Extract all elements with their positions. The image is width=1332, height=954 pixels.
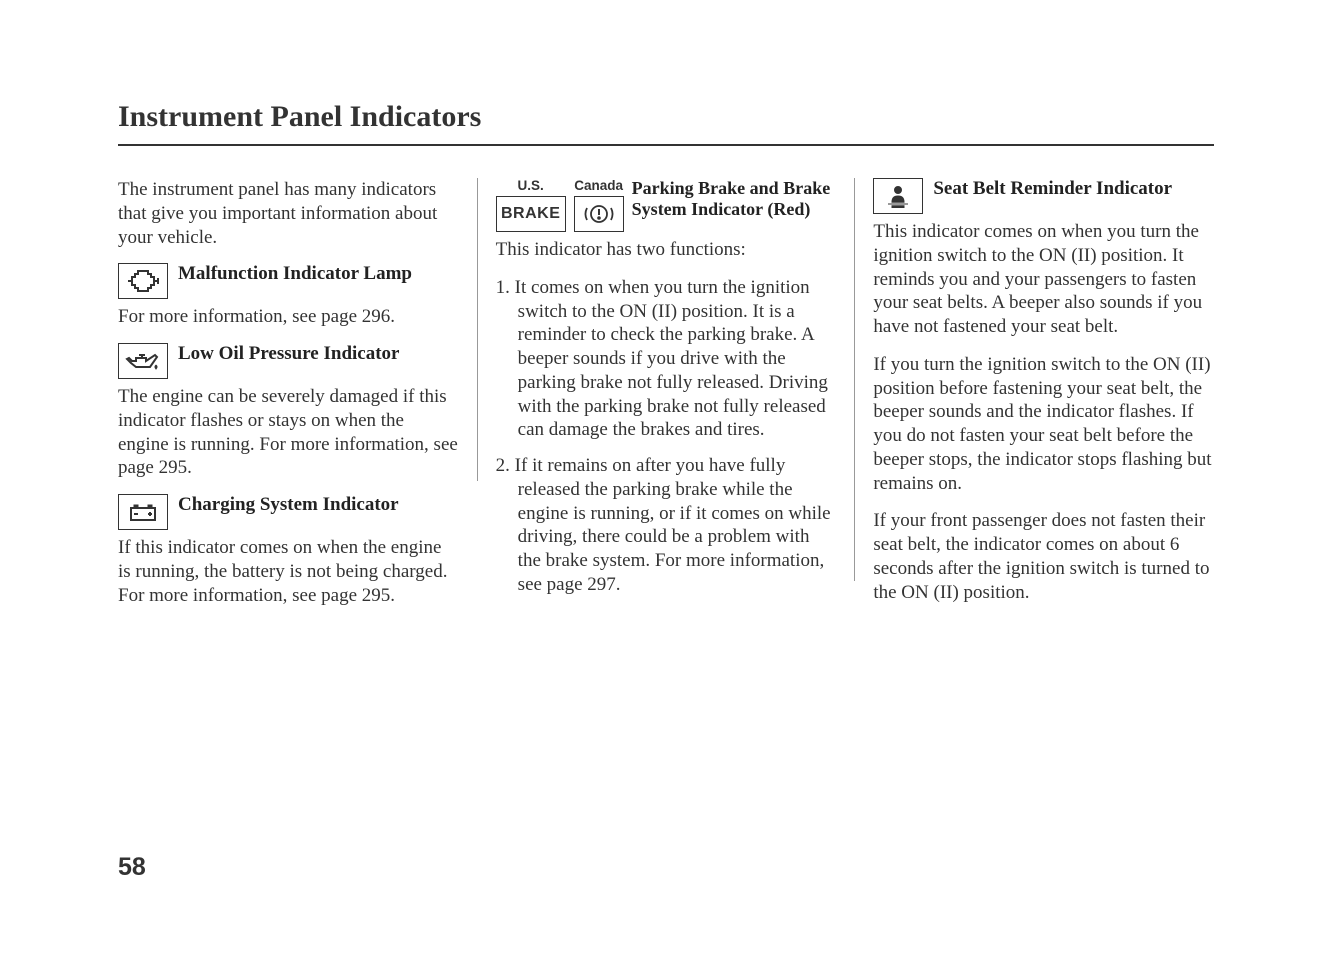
canada-stack: Canada bbox=[574, 178, 624, 232]
brake-intro: This indicator has two functions: bbox=[496, 238, 837, 262]
brake-text-icon: BRAKE bbox=[496, 196, 566, 232]
column-1: The instrument panel has many indicators… bbox=[118, 178, 477, 621]
charge-body: If this indicator comes on when the engi… bbox=[118, 536, 459, 607]
brake-list: 1. It comes on when you turn the ignitio… bbox=[496, 276, 837, 597]
page-title: Instrument Panel Indicators bbox=[118, 100, 1214, 134]
page-root: Instrument Panel Indicators The instrume… bbox=[0, 0, 1332, 954]
seatbelt-heading-row: Seat Belt Reminder Indicator bbox=[873, 178, 1214, 214]
canada-label: Canada bbox=[574, 178, 623, 193]
us-stack: U.S. BRAKE bbox=[496, 178, 566, 232]
column-2: U.S. BRAKE Canada bbox=[478, 178, 855, 621]
engine-icon bbox=[118, 263, 168, 299]
battery-icon bbox=[118, 494, 168, 530]
mil-heading-row: Malfunction Indicator Lamp bbox=[118, 263, 459, 299]
seatbelt-icon bbox=[873, 178, 923, 214]
oil-can-icon bbox=[118, 343, 168, 379]
list-item: 2. If it remains on after you have fully… bbox=[496, 454, 837, 597]
page-number: 58 bbox=[118, 853, 146, 882]
oil-heading: Low Oil Pressure Indicator bbox=[178, 343, 400, 365]
oil-body: The engine can be severely damaged if th… bbox=[118, 385, 459, 480]
mil-heading: Malfunction Indicator Lamp bbox=[178, 263, 412, 285]
brake-heading-row: U.S. BRAKE Canada bbox=[496, 178, 837, 232]
column-container: The instrument panel has many indicators… bbox=[118, 178, 1214, 621]
list-item: 1. It comes on when you turn the ignitio… bbox=[496, 276, 837, 442]
seatbelt-p1: This indicator comes on when you turn th… bbox=[873, 220, 1214, 339]
us-canada-block: U.S. BRAKE Canada bbox=[496, 178, 624, 232]
intro-paragraph: The instrument panel has many indicators… bbox=[118, 178, 459, 249]
us-label: U.S. bbox=[518, 178, 544, 193]
brake-heading: Parking Brake and Brake System Indicator… bbox=[632, 178, 837, 219]
mil-body: For more information, see page 296. bbox=[118, 305, 459, 329]
charge-heading-row: Charging System Indicator bbox=[118, 494, 459, 530]
charge-heading: Charging System Indicator bbox=[178, 494, 399, 516]
seatbelt-p2: If you turn the ignition switch to the O… bbox=[873, 353, 1214, 496]
oil-heading-row: Low Oil Pressure Indicator bbox=[118, 343, 459, 379]
seatbelt-heading: Seat Belt Reminder Indicator bbox=[933, 178, 1172, 200]
title-rule bbox=[118, 144, 1214, 146]
column-3: Seat Belt Reminder Indicator This indica… bbox=[855, 178, 1214, 621]
brake-circle-icon bbox=[574, 196, 624, 232]
seatbelt-p3: If your front passenger does not fasten … bbox=[873, 509, 1214, 604]
